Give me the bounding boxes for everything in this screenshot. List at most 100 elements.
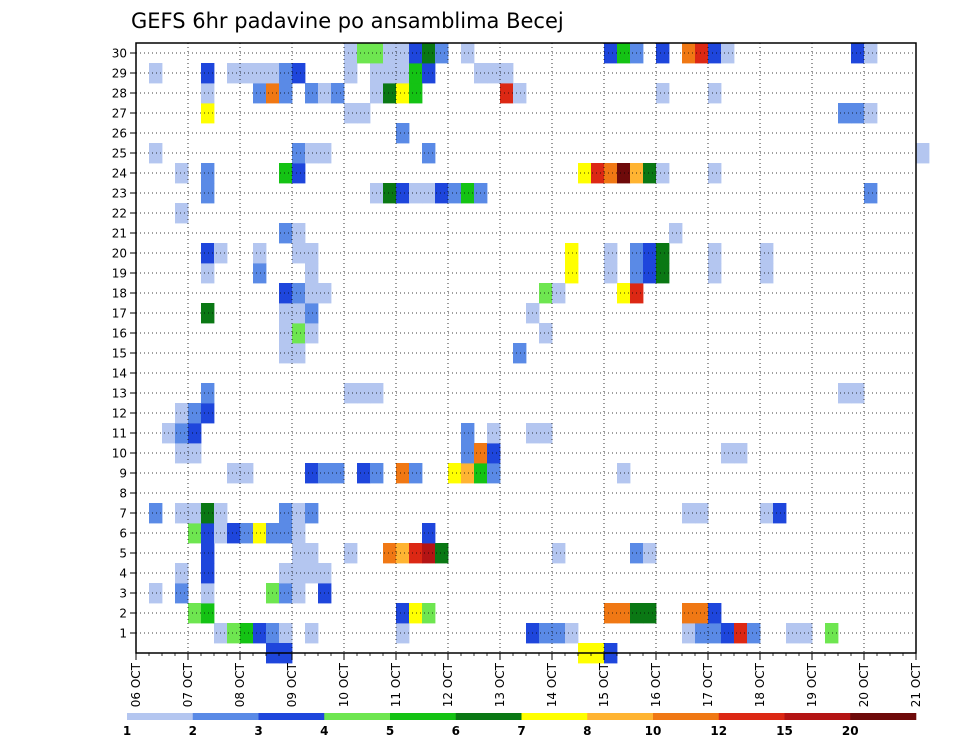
y-tick-label: 20 [112,247,127,261]
data-cell [396,123,410,144]
data-cell [708,603,722,624]
data-cell [409,83,423,104]
colorbar-segment [127,713,194,720]
x-tick-label: 17 OCT [701,662,715,707]
data-cell [279,503,293,524]
data-cell [188,443,202,464]
x-tick-label: 14 OCT [545,662,559,707]
data-cell [721,43,735,64]
data-cell [149,143,163,164]
colorbar-label: 20 [842,724,859,738]
data-cell [292,243,306,264]
data-cell [253,523,267,544]
data-cell [617,603,631,624]
colorbar-segment [324,713,391,720]
y-tick-label: 26 [112,127,127,141]
data-cell [461,43,475,64]
data-cell [331,463,345,484]
data-cell [201,243,215,264]
colorbar-label: 6 [452,724,460,738]
data-cell [344,43,358,64]
x-axis: 06 OCT 07 OCT 08 OCT 09 OCT 10 OCT 11 OCT 12 O… [129,653,923,707]
data-cell [552,543,566,564]
data-cell [409,43,423,64]
data-cell [305,323,319,344]
data-cell [825,623,839,644]
data-cell [201,83,215,104]
data-cell [708,163,722,184]
data-cell [656,163,670,184]
data-cell [240,523,254,544]
y-tick-label: 12 [112,407,127,421]
data-cell [279,83,293,104]
data-cell [253,83,267,104]
data-cell [279,223,293,244]
data-cell [656,43,670,64]
y-tick-label: 19 [112,267,127,281]
data-cell [760,263,774,284]
y-tick-label: 22 [112,207,127,221]
data-cell [201,603,215,624]
data-cell [201,523,215,544]
y-tick-label: 18 [112,287,127,301]
data-cell [292,63,306,84]
colorbar-label: 15 [776,724,793,738]
data-cell [201,183,215,204]
data-cell [656,83,670,104]
data-cell [201,503,215,524]
data-cell [604,603,618,624]
data-cell [851,383,865,404]
data-cell [331,83,345,104]
data-cell [305,503,319,524]
data-cell [617,43,631,64]
data-cell [851,43,865,64]
data-cell [279,523,293,544]
data-cell [227,623,241,644]
data-cell [448,183,462,204]
data-cell [240,63,254,84]
grid-lines [136,43,916,653]
data-cell [201,543,215,564]
colorbar-label: 3 [254,724,262,738]
data-cell [227,63,241,84]
data-cell [695,623,709,644]
data-cell [539,323,553,344]
data-cell [175,583,189,604]
data-cell [188,503,202,524]
x-tick-label: 19 OCT [805,662,819,707]
colorbar-label: 2 [189,724,197,738]
data-cell [448,463,462,484]
data-cell [591,163,605,184]
colorbar-label: 8 [583,724,591,738]
y-tick-label: 7 [119,507,127,521]
data-cell [292,563,306,584]
chart-title: GEFS 6hr padavine po ansamblima Becej [131,9,564,33]
data-cell [461,463,475,484]
data-cell [305,263,319,284]
x-tick-label: 08 OCT [233,662,247,707]
data-cell [695,43,709,64]
data-cell [279,323,293,344]
data-cell [279,623,293,644]
colorbar-label: 4 [320,724,328,738]
y-tick-label: 11 [112,427,127,441]
data-cell [539,283,553,304]
y-tick-label: 15 [112,347,127,361]
data-cell [149,503,163,524]
data-cell [175,503,189,524]
data-cell [565,623,579,644]
colorbar-segment [455,713,522,720]
data-cell [292,343,306,364]
data-cell [201,563,215,584]
data-cell [396,63,410,84]
data-cell [617,463,631,484]
data-cell [305,143,319,164]
data-cell [539,623,553,644]
data-cell [175,423,189,444]
data-cell [175,563,189,584]
data-cell [188,423,202,444]
data-cell [227,463,241,484]
data-cell [396,463,410,484]
data-cell [279,343,293,364]
data-cell [279,163,293,184]
